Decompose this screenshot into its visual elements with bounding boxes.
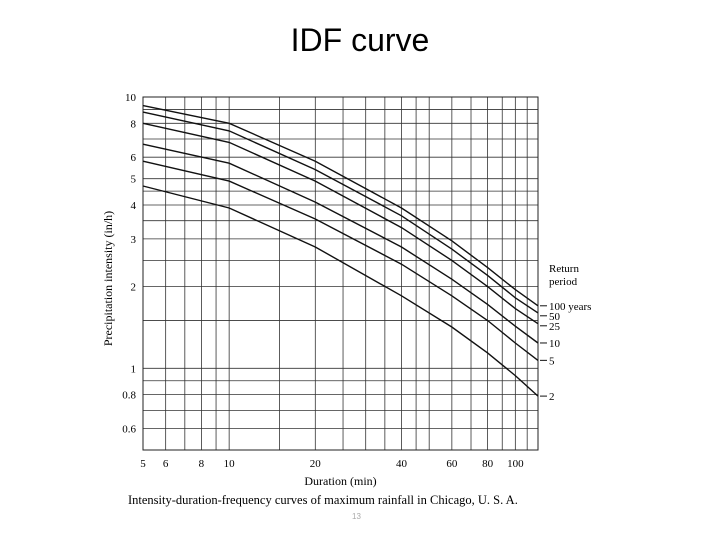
y-axis-label: Precipitation intensity (in/h)	[101, 211, 115, 346]
y-tick-label: 8	[131, 118, 137, 130]
x-tick-label: 20	[310, 458, 322, 470]
x-tick-label: 10	[224, 458, 236, 470]
y-tick-label: 0.8	[122, 390, 136, 402]
x-tick-label: 60	[446, 458, 458, 470]
slide-number: 13	[352, 512, 361, 521]
legend-entry: 5	[549, 355, 555, 367]
y-tick-label: 5	[131, 174, 137, 186]
legend-entry: 100 years	[549, 301, 591, 313]
plot-frame	[142, 96, 539, 451]
legend-title: Return	[549, 263, 579, 275]
y-tick-label: 6	[131, 152, 137, 164]
y-tick-label: 3	[131, 234, 137, 246]
y-tick-label: 1	[131, 363, 137, 375]
grid	[142, 96, 539, 451]
x-tick-label: 40	[396, 458, 408, 470]
y-tick-label: 4	[131, 200, 137, 212]
series-line	[142, 185, 539, 397]
legend-entry: 2	[549, 391, 555, 403]
y-tick-label: 2	[131, 282, 137, 294]
series-line	[142, 143, 539, 344]
series-line	[142, 111, 539, 314]
legend-title: period	[549, 276, 578, 288]
tick-labels: 5 6 8 10 20 40 60 80 100 0.6 0.8 1 2 3 4 5 6 8 10	[122, 92, 524, 470]
series-line	[142, 104, 539, 307]
series-lines	[142, 104, 539, 397]
x-tick-label: 6	[163, 458, 169, 470]
x-tick-label: 8	[199, 458, 205, 470]
slide-title: IDF curve	[290, 22, 430, 58]
x-axis-label: Duration (min)	[304, 474, 376, 488]
series-line	[142, 122, 539, 325]
series-line	[142, 160, 539, 361]
y-tick-label: 10	[125, 92, 137, 104]
legend-entry: 25	[549, 321, 561, 333]
figure-caption: Intensity-duration-frequency curves of m…	[128, 493, 518, 507]
x-tick-label: 80	[482, 458, 494, 470]
y-tick-label: 0.6	[122, 424, 136, 436]
x-tick-label: 100	[507, 458, 524, 470]
x-tick-label: 5	[140, 458, 146, 470]
legend-entry: 10	[549, 338, 561, 350]
legend-entry: 50	[549, 311, 561, 323]
